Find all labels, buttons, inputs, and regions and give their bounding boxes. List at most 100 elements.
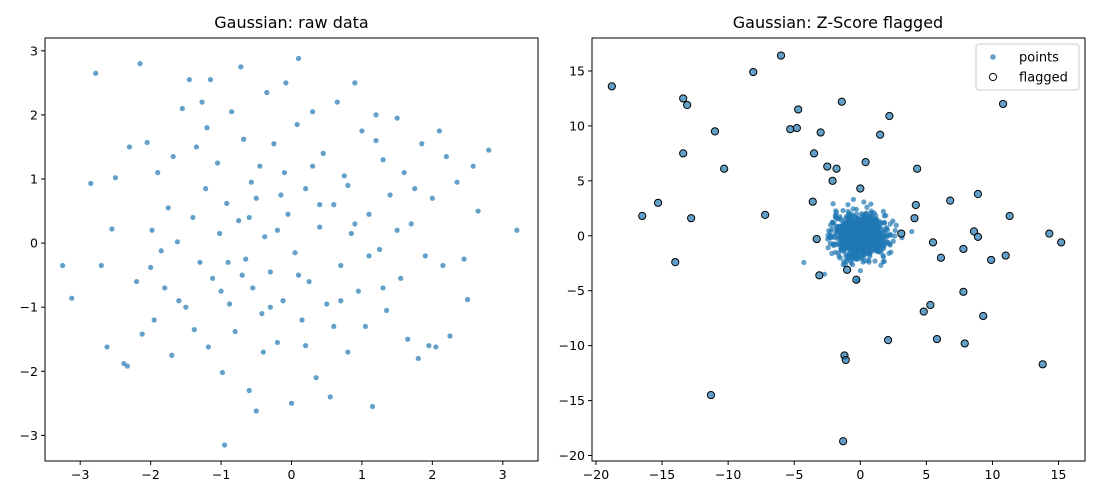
flagged-point: [959, 244, 968, 254]
flagged-point-fill: [974, 233, 982, 241]
data-point: [405, 336, 411, 342]
data-point: [412, 186, 418, 192]
data-point: [183, 304, 189, 310]
flagged-point-fill: [913, 165, 921, 173]
data-point: [475, 208, 481, 214]
data-point: [394, 115, 400, 121]
flagged-point: [1001, 251, 1010, 260]
data-point: [112, 175, 119, 181]
data-point: [869, 233, 875, 239]
data-point: [334, 99, 340, 105]
flagged-point: [679, 149, 688, 158]
legend-flagged-marker: [988, 72, 998, 82]
flagged-point-fill: [720, 165, 728, 173]
data-point: [109, 226, 115, 232]
flagged-point: [1045, 229, 1054, 238]
data-point: [283, 80, 289, 86]
data-point: [863, 233, 870, 239]
flagged-point-fill: [1039, 361, 1047, 368]
data-point: [850, 196, 856, 203]
data-point: [191, 327, 197, 333]
flagged-point: [671, 258, 680, 267]
data-point: [422, 253, 428, 259]
data-point: [909, 228, 915, 235]
data-point: [383, 307, 390, 313]
left-x-tick-label: 2: [428, 467, 436, 482]
flagged-point-fill: [960, 245, 967, 253]
right-y-tick-label: −5: [567, 283, 585, 298]
data-point: [278, 192, 284, 198]
right-y-tick-label: −20: [559, 448, 585, 463]
data-point: [331, 202, 337, 208]
right-y-tick-label: 15: [569, 63, 585, 78]
data-point: [429, 195, 435, 201]
flagged-point: [885, 111, 894, 121]
legend-points-marker: [990, 54, 996, 60]
data-point: [854, 236, 860, 243]
data-point: [285, 211, 291, 217]
data-point: [313, 375, 319, 381]
data-point: [219, 369, 226, 376]
data-point: [398, 275, 404, 281]
data-point: [126, 144, 133, 150]
data-point: [165, 205, 171, 211]
right-y-tick-label: 5: [577, 173, 585, 188]
data-point: [299, 317, 305, 323]
data-point: [872, 227, 878, 233]
data-point: [210, 275, 216, 281]
left-data-points: [60, 55, 520, 448]
right-y-tick-label: −15: [559, 393, 585, 408]
data-point: [232, 328, 238, 335]
data-point: [60, 262, 66, 269]
data-point: [892, 233, 898, 239]
flagged-point-fill: [761, 211, 769, 219]
data-point: [856, 227, 862, 233]
legend-box: [975, 43, 1080, 91]
flagged-point: [926, 300, 935, 310]
data-point: [149, 227, 155, 233]
left-chart: Gaussian: raw data −3 −2 −1 0 1 2 3 −3 −2 −1 0 1 2 3: [20, 13, 539, 482]
data-point: [88, 180, 94, 187]
flagged-point-fill: [933, 335, 941, 343]
data-point: [253, 408, 259, 414]
flagged-point: [841, 355, 850, 365]
data-point: [327, 394, 333, 400]
data-point: [274, 227, 281, 233]
data-point: [133, 278, 140, 285]
data-point: [837, 255, 843, 261]
flagged-point: [812, 234, 821, 244]
data-point: [874, 221, 881, 227]
data-point: [139, 331, 145, 337]
left-y-tick-label: −2: [20, 364, 38, 379]
flagged-point: [749, 67, 758, 77]
data-point: [179, 105, 185, 112]
data-point: [848, 217, 854, 223]
flagged-point: [876, 130, 885, 139]
data-point: [874, 241, 880, 247]
flagged-point: [638, 211, 647, 221]
data-point: [170, 153, 176, 160]
data-point: [324, 301, 330, 307]
flagged-point-fill: [999, 100, 1007, 108]
data-point: [93, 70, 99, 76]
data-point: [373, 137, 379, 144]
flagged-point: [946, 196, 955, 205]
left-y-tick-label: −1: [20, 300, 38, 315]
flagged-point: [910, 214, 919, 223]
data-point: [373, 112, 379, 118]
right-x-tick-label: 15: [1051, 467, 1067, 482]
right-y-tick-label: −10: [559, 338, 585, 353]
data-point: [863, 249, 869, 255]
data-point: [864, 204, 870, 210]
data-point: [302, 186, 309, 192]
data-point: [833, 208, 839, 214]
data-point: [246, 387, 252, 394]
data-point: [317, 224, 323, 230]
flagged-point-fill: [937, 254, 945, 262]
data-point: [844, 252, 850, 258]
data-point: [872, 237, 878, 243]
flagged-point-fill: [884, 336, 892, 344]
left-y-tick-label: 3: [30, 43, 38, 58]
flagged-point-fill: [912, 201, 920, 209]
data-point: [226, 301, 233, 307]
